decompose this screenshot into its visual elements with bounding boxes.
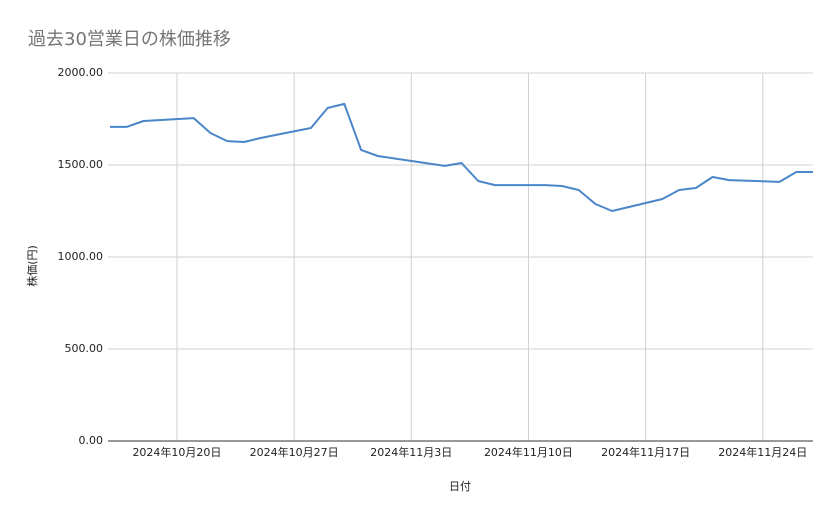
x-axis-label: 日付 bbox=[449, 480, 471, 493]
y-tick-label: 500.00 bbox=[65, 342, 104, 355]
chart-title: 過去30営業日の株価推移 bbox=[28, 29, 231, 50]
price-line bbox=[110, 102, 813, 212]
y-tick-label: 2000.00 bbox=[58, 66, 104, 79]
x-tick-label: 2024年11月24日 bbox=[718, 445, 807, 459]
y-tick-label: 1500.00 bbox=[58, 158, 104, 171]
x-tick-label: 2024年11月17日 bbox=[601, 445, 690, 459]
y-tick-label: 0.00 bbox=[79, 434, 104, 447]
x-tick-label: 2024年10月27日 bbox=[250, 445, 339, 459]
x-tick-label: 2024年10月20日 bbox=[132, 445, 221, 459]
y-tick-label: 1000.00 bbox=[58, 250, 104, 263]
x-tick-label: 2024年11月10日 bbox=[484, 445, 573, 459]
x-tick-label: 2024年11月3日 bbox=[370, 445, 452, 459]
y-axis-label: 株価(円) bbox=[25, 245, 39, 287]
